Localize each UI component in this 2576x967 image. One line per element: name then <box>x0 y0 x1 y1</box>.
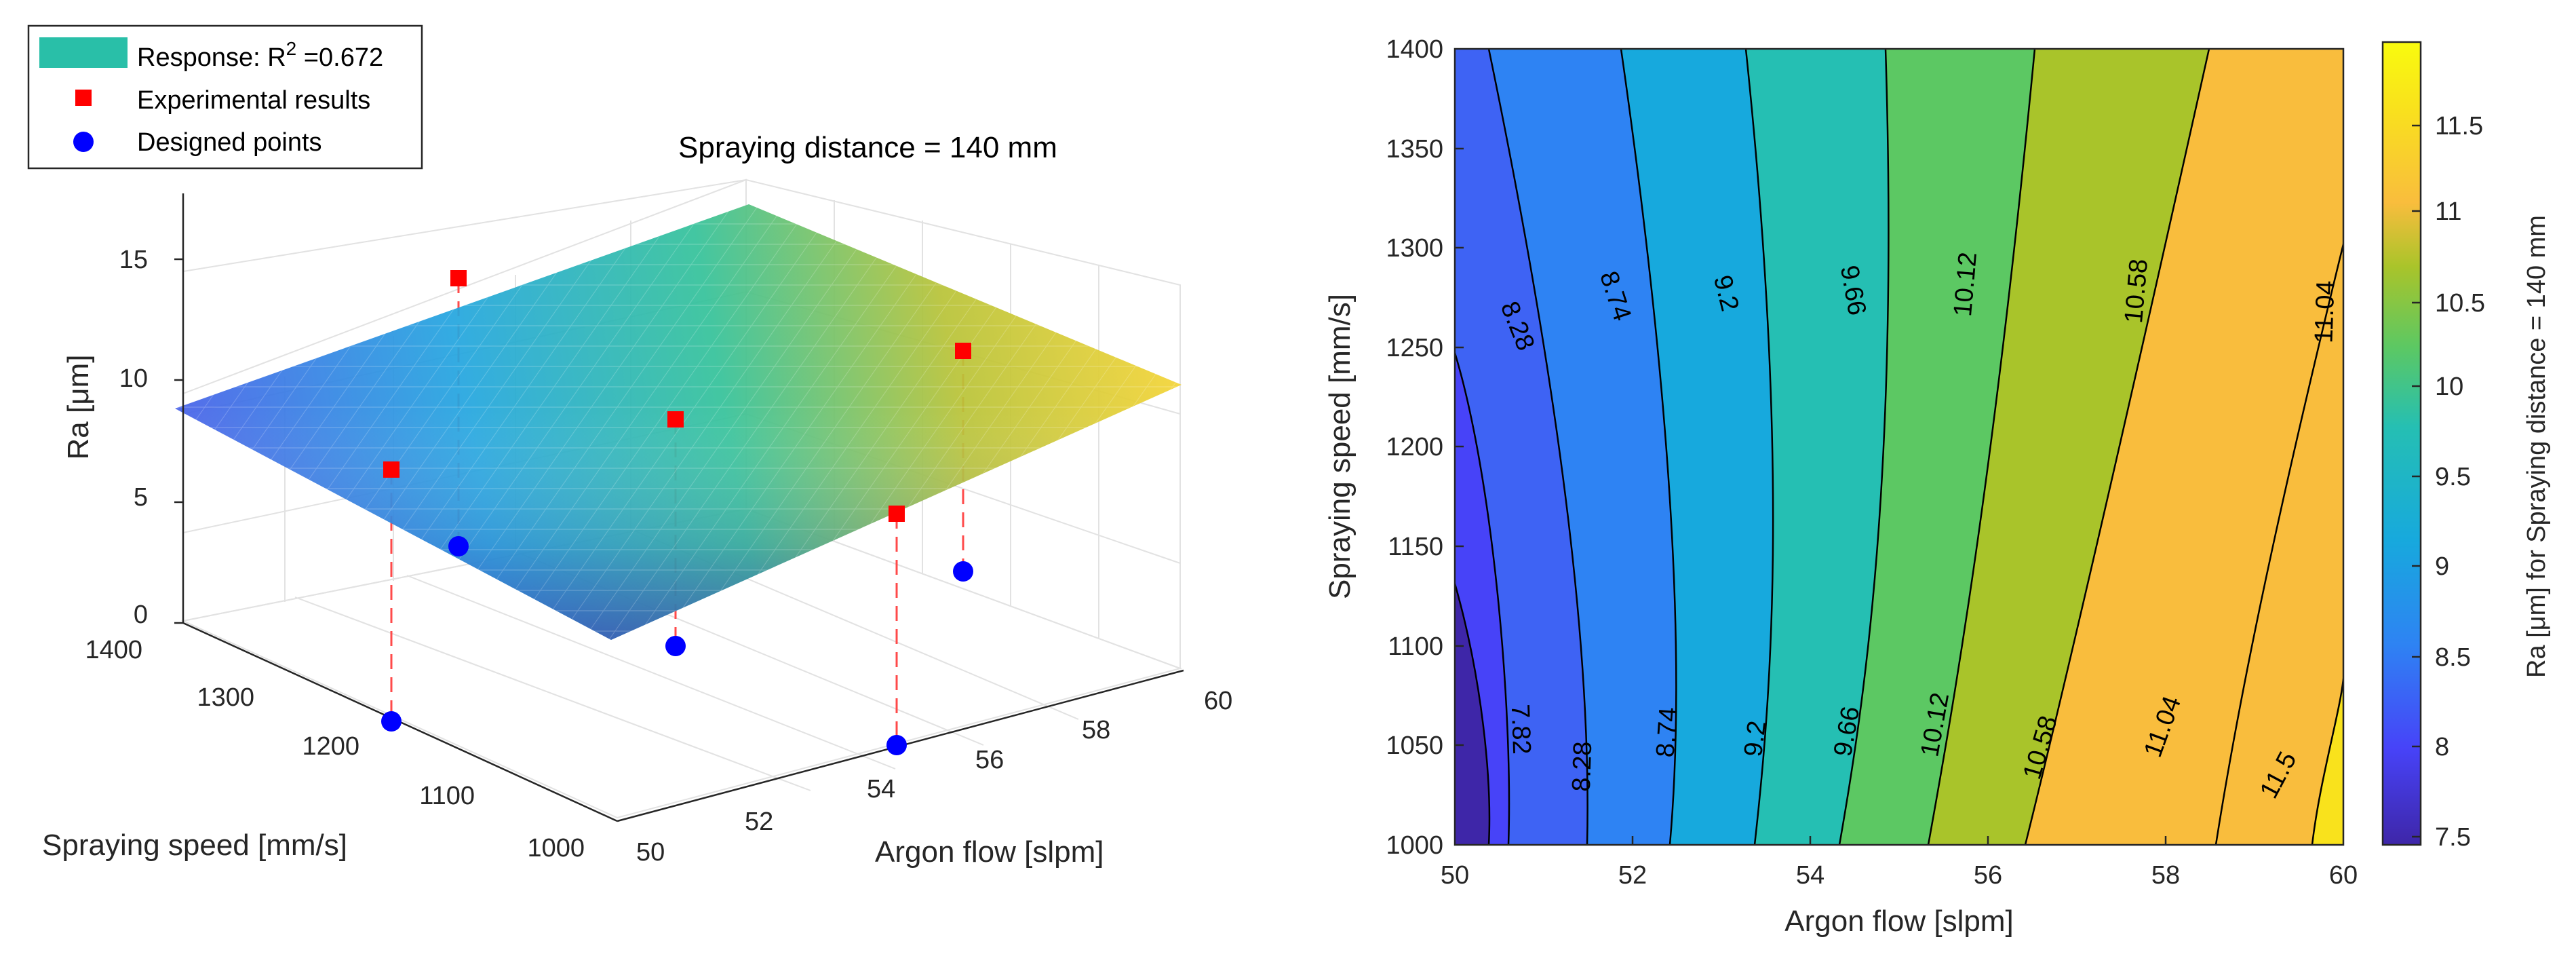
colorbar-tick-label: 9 <box>2435 552 2449 581</box>
contour-line <box>1744 49 1774 845</box>
y-tick-label: 1150 <box>1388 533 1443 561</box>
legend-designed-marker <box>73 132 94 152</box>
x-tick-label: 54 <box>1796 861 1824 890</box>
contour-band <box>2312 679 2343 845</box>
colorbar-label: Ra [μm] for Spraying distance = 140 mm <box>2522 215 2551 678</box>
experimental-point <box>667 411 684 428</box>
contour-line <box>1487 49 1588 845</box>
x-tick-label: 60 <box>2329 861 2358 890</box>
contour-line <box>2214 240 2343 845</box>
y-axis-label-surface: Spraying speed [mm/s] <box>42 829 347 862</box>
designed-markers <box>381 536 973 755</box>
contour-level-label: 10.12 <box>1949 251 1983 318</box>
contour-panel: 7.82 8.28 8.28 8.74 8.74 9.2 9.2 9.66 9.… <box>1323 35 2551 938</box>
contour-line <box>1455 352 1510 845</box>
x-tick-label: 58 <box>1082 716 1110 744</box>
contour-level-label: 9.2 <box>1739 719 1772 759</box>
y-tick-label: 1100 <box>419 782 475 810</box>
designed-point <box>886 735 907 755</box>
z-axis-label: Ra [μm] <box>62 355 95 460</box>
designed-point <box>953 561 973 582</box>
colorbar-gradient <box>2381 41 2422 846</box>
experimental-markers <box>383 270 971 522</box>
x-tick-label: 50 <box>636 838 665 867</box>
colorbar: 7.5 8 8.5 9 9.5 10 10.5 11 11.5 Ra [μm] … <box>2381 41 2551 852</box>
contour-line <box>1455 583 1491 845</box>
x-tick-label: 50 <box>1441 861 1469 890</box>
y-tick-label: 1300 <box>1386 234 1443 263</box>
colorbar-tick-label: 11 <box>2435 197 2461 226</box>
designed-point <box>448 536 469 556</box>
experimental-point <box>955 343 971 359</box>
x-tick-label: 54 <box>867 775 895 803</box>
y-tick-label: 1200 <box>1386 433 1443 461</box>
contour-line <box>1838 49 1890 845</box>
experimental-point <box>450 270 467 286</box>
x-tick-label: 56 <box>975 746 1004 774</box>
designed-point <box>381 711 402 732</box>
y-tick-label: 1350 <box>1386 135 1443 164</box>
colorbar-tick-label: 7.5 <box>2435 823 2471 852</box>
contour-ticks <box>1455 147 2167 845</box>
x-tick-label: 56 <box>1974 861 2002 890</box>
contour-line <box>1620 49 1677 845</box>
z-tick-label: 0 <box>134 601 148 629</box>
colorbar-tick-labels: 7.5 8 8.5 9 9.5 10 10.5 11 11.5 <box>2435 112 2485 852</box>
legend-experimental-label: Experimental results <box>137 86 370 115</box>
legend-response-swatch <box>39 37 128 68</box>
experimental-point <box>383 461 399 478</box>
contour-line <box>2024 49 2210 845</box>
contour-line <box>2311 678 2343 845</box>
z-tick-label: 10 <box>119 364 148 393</box>
legend-designed-label: Designed points <box>137 128 322 157</box>
colorbar-tick-label: 10 <box>2435 373 2463 401</box>
x-tick-label: 52 <box>745 808 773 836</box>
y-tick-label: 1050 <box>1386 732 1443 760</box>
contour-band <box>2216 244 2343 845</box>
colorbar-tick-label: 10.5 <box>2435 289 2485 318</box>
z-tick-label: 15 <box>119 246 148 274</box>
contour-x-tick-labels: 50 52 54 56 58 60 <box>1441 861 2358 890</box>
y-tick-label: 1000 <box>527 834 585 862</box>
colorbar-tick-label: 8 <box>2435 733 2449 761</box>
y-tick-label: 1400 <box>85 636 142 664</box>
x-tick-label: 60 <box>1204 687 1232 715</box>
contour-y-axis-label: Spraying speed [mm/s] <box>1323 294 1357 599</box>
z-tick-labels: 0 5 10 15 <box>119 246 148 629</box>
legend-experimental-marker <box>75 90 92 106</box>
x-tick-labels-surface: 50 52 54 56 58 60 <box>636 687 1232 867</box>
contour-level-label: 7.82 <box>1506 704 1536 755</box>
z-tick-label: 5 <box>134 483 148 512</box>
contour-level-label: 8.74 <box>1652 706 1683 759</box>
contour-y-tick-labels: 1000 1050 1100 1150 1200 1250 1300 1350 … <box>1386 35 1443 860</box>
contour-lines <box>1455 49 2343 845</box>
contour-level-label: 10.58 <box>2120 258 2153 324</box>
contour-band <box>1455 584 1489 845</box>
contour-x-axis-label: Argon flow [slpm] <box>1784 905 2013 938</box>
colorbar-tick-label: 9.5 <box>2435 463 2471 491</box>
spraying-distance-annotation: Spraying distance = 140 mm <box>678 131 1057 164</box>
y-tick-labels-surface: 1400 1300 1200 1100 1000 <box>85 636 585 862</box>
contour-level-label: 11.04 <box>2309 280 2340 344</box>
contour-level-label: 8.28 <box>1567 741 1598 792</box>
y-tick-label: 1100 <box>1388 632 1443 661</box>
x-axis-label-surface: Argon flow [slpm] <box>875 835 1104 869</box>
designed-point <box>665 636 686 656</box>
x-tick-label: 58 <box>2151 861 2180 890</box>
y-tick-label: 1300 <box>197 683 254 712</box>
surface-legend: Response: R2 =0.672 Experimental results… <box>27 24 423 170</box>
colorbar-tick-label: 11.5 <box>2435 112 2483 140</box>
y-tick-label: 1200 <box>302 732 359 761</box>
y-tick-label: 1000 <box>1386 831 1443 860</box>
contour-line <box>1927 49 2036 845</box>
legend-response-label: Response: R2 =0.672 <box>137 38 383 72</box>
experimental-point <box>889 506 905 522</box>
surface-panel: 0 5 10 15 1400 1300 1200 1100 1000 50 52… <box>27 24 1232 869</box>
colorbar-tick-label: 8.5 <box>2435 643 2471 672</box>
x-tick-label: 52 <box>1618 861 1647 890</box>
contour-fill <box>1455 49 2343 845</box>
y-tick-label: 1250 <box>1386 334 1443 362</box>
y-tick-label: 1400 <box>1386 35 1443 64</box>
